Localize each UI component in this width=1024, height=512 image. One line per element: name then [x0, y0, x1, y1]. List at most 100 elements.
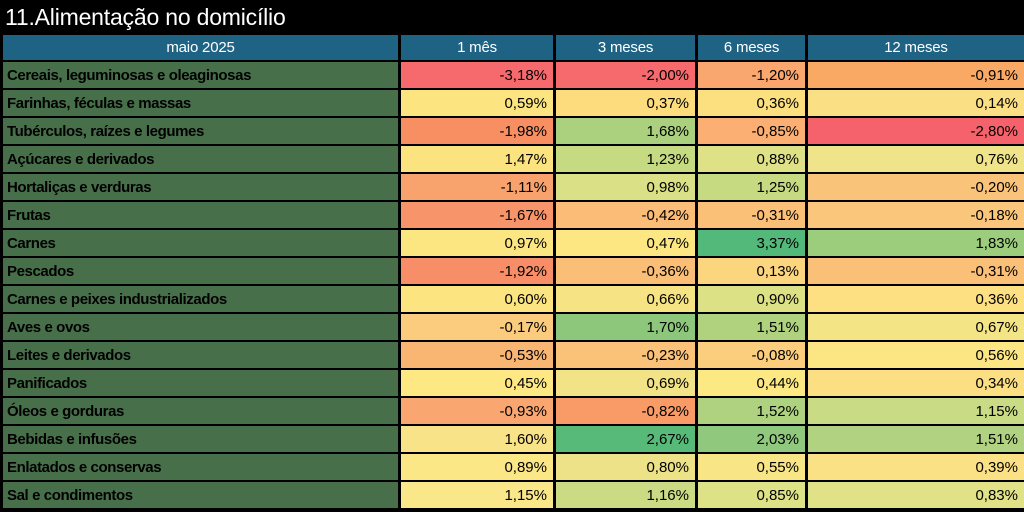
row-label: Cereais, leguminosas e oleaginosas — [0, 60, 401, 90]
value-cell: -1,92% — [398, 256, 556, 286]
value-cell: 0,13% — [695, 256, 808, 286]
table-row: Farinhas, féculas e massas 0,59% 0,37% 0,36… — [0, 88, 1024, 118]
row-label: Açúcares e derivados — [0, 144, 401, 174]
table-row: Tubérculos, raízes e legumes -1,98% 1,68% -… — [0, 116, 1024, 146]
value-cell: 1,25% — [695, 172, 808, 202]
table-row: Enlatados e conservas 0,89% 0,80% 0,55% 0,39… — [0, 452, 1024, 482]
value-cell: 0,98% — [553, 172, 698, 202]
table-row: Aves e ovos -0,17% 1,70% 1,51% 0,67% — [0, 312, 1024, 342]
value-cell: -1,67% — [398, 200, 556, 230]
value-cell: -1,20% — [695, 60, 808, 90]
value-cell: 0,60% — [398, 284, 556, 314]
table-row: Açúcares e derivados 1,47% 1,23% 0,88% 0,76% — [0, 144, 1024, 174]
row-label: Bebidas e infusões — [0, 424, 401, 454]
value-cell: 0,80% — [553, 452, 698, 482]
value-cell: 0,34% — [805, 368, 1024, 398]
value-cell: 0,47% — [553, 228, 698, 258]
value-cell: 1,70% — [553, 312, 698, 342]
value-cell: -0,42% — [553, 200, 698, 230]
value-cell: -2,00% — [553, 60, 698, 90]
table-row: Panificados 0,45% 0,69% 0,44% 0,34% — [0, 368, 1024, 398]
row-label: Óleos e gorduras — [0, 396, 401, 426]
col-header-3-meses: 3 meses — [553, 33, 698, 62]
col-header-6-meses: 6 meses — [695, 33, 808, 62]
value-cell: 2,67% — [553, 424, 698, 454]
value-cell: 0,59% — [398, 88, 556, 118]
value-cell: 0,36% — [805, 284, 1024, 314]
value-cell: -1,98% — [398, 116, 556, 146]
value-cell: -0,82% — [553, 396, 698, 426]
table-row: Hortaliças e verduras -1,11% 0,98% 1,25% -0,… — [0, 172, 1024, 202]
table-row: Bebidas e infusões 1,60% 2,67% 2,03% 1,51% — [0, 424, 1024, 454]
table-row: Carnes 0,97% 0,47% 3,37% 1,83% — [0, 228, 1024, 258]
value-cell: 0,83% — [805, 480, 1024, 510]
value-cell: 1,51% — [805, 424, 1024, 454]
value-cell: 0,69% — [553, 368, 698, 398]
value-cell: -0,85% — [695, 116, 808, 146]
value-cell: 2,03% — [695, 424, 808, 454]
value-cell: 0,66% — [553, 284, 698, 314]
table-body: Cereais, leguminosas e oleaginosas -3,18%… — [0, 60, 1024, 510]
table-row: Cereais, leguminosas e oleaginosas -3,18%… — [0, 60, 1024, 90]
inflation-heatmap-table: maio 2025 1 mês 3 meses 6 meses 12 meses… — [0, 33, 1024, 510]
value-cell: -0,23% — [553, 340, 698, 370]
value-cell: 0,85% — [695, 480, 808, 510]
row-label: Pescados — [0, 256, 401, 286]
value-cell: -2,80% — [805, 116, 1024, 146]
row-label: Enlatados e conservas — [0, 452, 401, 482]
value-cell: 0,76% — [805, 144, 1024, 174]
value-cell: -0,91% — [805, 60, 1024, 90]
value-cell: -1,11% — [398, 172, 556, 202]
value-cell: -0,08% — [695, 340, 808, 370]
table-row: Carnes e peixes industrializados 0,60% 0,6… — [0, 284, 1024, 314]
value-cell: 0,37% — [553, 88, 698, 118]
value-cell: 1,23% — [553, 144, 698, 174]
row-label: Frutas — [0, 200, 401, 230]
value-cell: 1,15% — [805, 396, 1024, 426]
value-cell: 0,36% — [695, 88, 808, 118]
value-cell: 0,45% — [398, 368, 556, 398]
value-cell: -0,18% — [805, 200, 1024, 230]
value-cell: 1,51% — [695, 312, 808, 342]
value-cell: 0,39% — [805, 452, 1024, 482]
value-cell: -0,31% — [695, 200, 808, 230]
value-cell: 0,55% — [695, 452, 808, 482]
value-cell: 0,97% — [398, 228, 556, 258]
value-cell: 1,52% — [695, 396, 808, 426]
table-row: Frutas -1,67% -0,42% -0,31% -0,18% — [0, 200, 1024, 230]
header-row: maio 2025 1 mês 3 meses 6 meses 12 meses — [0, 33, 1024, 62]
value-cell: 1,47% — [398, 144, 556, 174]
value-cell: 1,60% — [398, 424, 556, 454]
value-cell: 0,89% — [398, 452, 556, 482]
value-cell: 1,16% — [553, 480, 698, 510]
value-cell: -0,93% — [398, 396, 556, 426]
value-cell: 0,67% — [805, 312, 1024, 342]
table-row: Sal e condimentos 1,15% 1,16% 0,85% 0,83% — [0, 480, 1024, 510]
row-label: Hortaliças e verduras — [0, 172, 401, 202]
value-cell: 0,44% — [695, 368, 808, 398]
value-cell: -0,31% — [805, 256, 1024, 286]
value-cell: 0,14% — [805, 88, 1024, 118]
value-cell: -0,36% — [553, 256, 698, 286]
value-cell: -0,20% — [805, 172, 1024, 202]
row-label: Aves e ovos — [0, 312, 401, 342]
value-cell: 1,68% — [553, 116, 698, 146]
table-row: Pescados -1,92% -0,36% 0,13% -0,31% — [0, 256, 1024, 286]
value-cell: -0,53% — [398, 340, 556, 370]
col-header-12-meses: 12 meses — [805, 33, 1024, 62]
value-cell: 0,88% — [695, 144, 808, 174]
period-header: maio 2025 — [0, 33, 401, 62]
col-header-1-mes: 1 mês — [398, 33, 556, 62]
row-label: Carnes — [0, 228, 401, 258]
value-cell: -0,17% — [398, 312, 556, 342]
value-cell: -3,18% — [398, 60, 556, 90]
row-label: Farinhas, féculas e massas — [0, 88, 401, 118]
value-cell: 0,90% — [695, 284, 808, 314]
row-label: Carnes e peixes industrializados — [0, 284, 401, 314]
row-label: Panificados — [0, 368, 401, 398]
page-title: 11.Alimentação no domicílio — [5, 4, 286, 30]
table-row: Leites e derivados -0,53% -0,23% -0,08% 0,56… — [0, 340, 1024, 370]
value-cell: 1,83% — [805, 228, 1024, 258]
value-cell: 1,15% — [398, 480, 556, 510]
